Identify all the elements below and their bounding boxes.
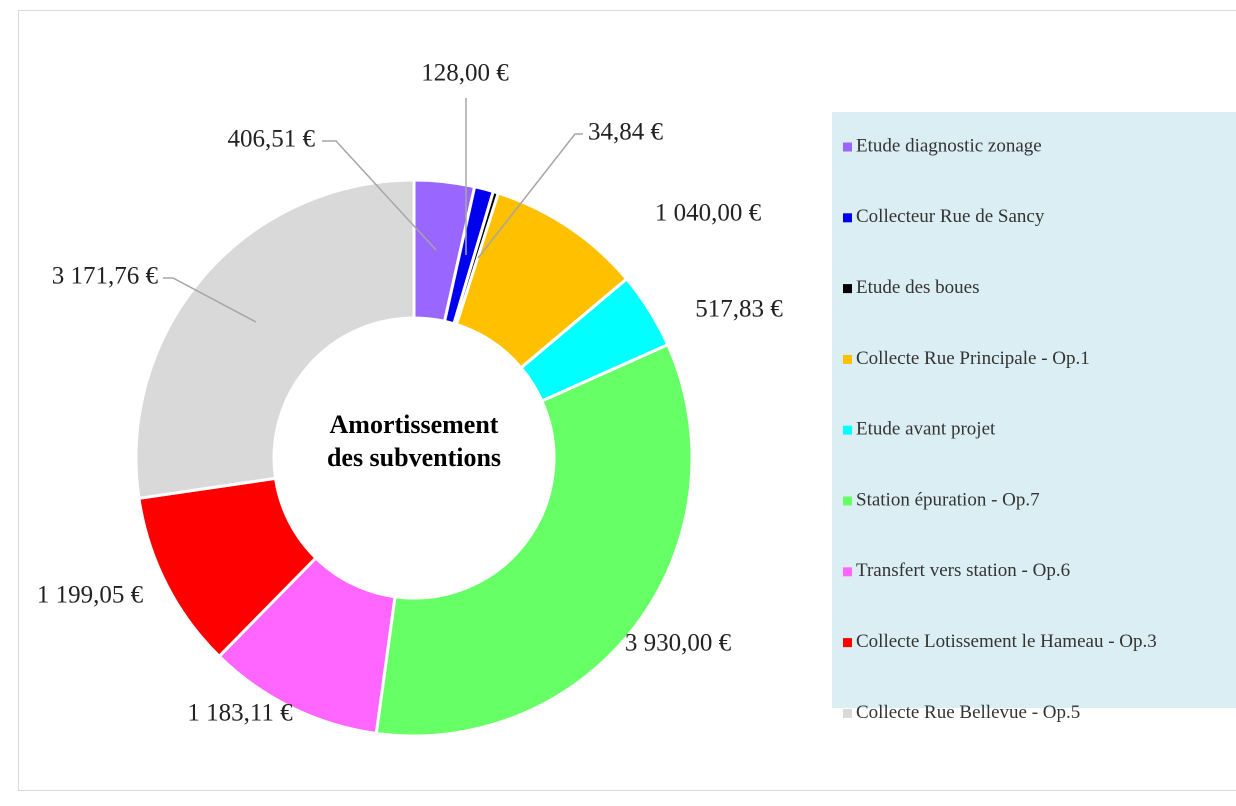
legend-label: Transfert vers station - Op.6 (856, 560, 1070, 581)
legend-marker (843, 638, 852, 648)
legend-marker (843, 496, 852, 506)
legend-marker (843, 425, 852, 435)
data-label: 3 171,76 € (52, 263, 159, 290)
data-label: 517,83 € (695, 296, 783, 323)
legend-marker (843, 213, 852, 223)
legend-marker (843, 142, 852, 152)
data-label: 1 183,11 € (187, 700, 293, 727)
legend-label: Collecte Rue Bellevue - Op.5 (856, 702, 1080, 723)
leader-line (163, 277, 257, 323)
legend-box (832, 112, 1236, 708)
legend-label: Collecteur Rue de Sancy (856, 206, 1045, 227)
legend-label: Station épuration - Op.7 (856, 489, 1040, 510)
legend-marker (843, 567, 852, 577)
data-label: 1 040,00 € (655, 200, 762, 227)
data-label: 3 930,00 € (625, 630, 732, 657)
legend-label: Etude des boues (856, 277, 979, 298)
legend-label: Etude avant projet (856, 419, 996, 440)
legend-marker (843, 354, 852, 364)
legend-label: Collecte Lotissement le Hameau - Op.3 (856, 631, 1157, 652)
legend-marker (843, 284, 852, 294)
data-label: 406,51 € (228, 126, 316, 153)
chart-title: Amortissement des subventions (326, 410, 502, 472)
legend-marker (843, 708, 852, 718)
donut-slice (374, 342, 694, 738)
donut-slice (134, 178, 416, 501)
leader-line (322, 140, 437, 251)
data-label: 128,00 € (421, 60, 509, 87)
legend-label: Etude diagnostic zonage (856, 135, 1042, 156)
legend-label: Collecte Rue Principale - Op.1 (856, 348, 1090, 369)
data-label: 1 199,05 € (37, 582, 144, 609)
leader-line (477, 133, 583, 259)
data-label: 34,84 € (588, 119, 664, 146)
